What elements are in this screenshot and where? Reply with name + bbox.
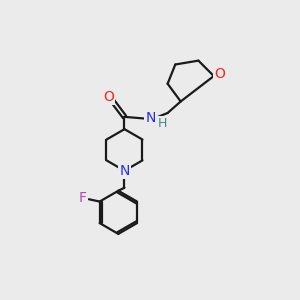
Text: N: N	[146, 111, 156, 125]
Text: F: F	[79, 191, 87, 206]
Text: H: H	[158, 116, 167, 130]
Text: O: O	[103, 90, 114, 104]
Text: N: N	[119, 164, 130, 178]
Text: O: O	[214, 67, 225, 81]
